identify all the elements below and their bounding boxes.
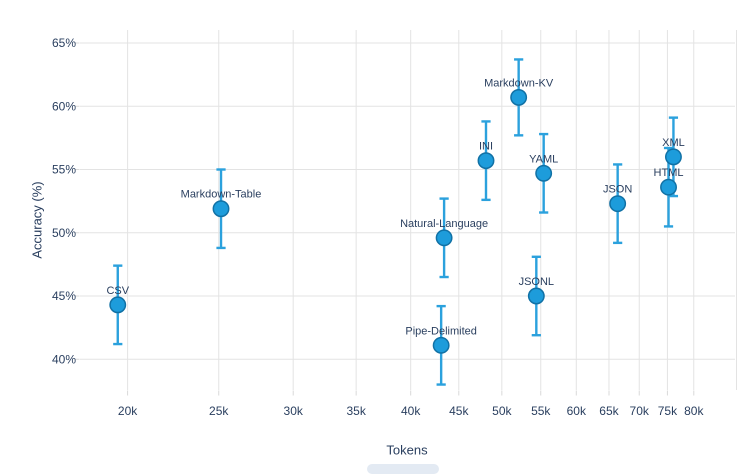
y-tick-label: 55% <box>52 163 76 177</box>
point-label-pipe-delimited: Pipe-Delimited <box>405 325 477 337</box>
point-label-html: HTML <box>654 167 684 179</box>
x-tick-label: 35k <box>346 404 366 418</box>
point-label-markdown-kv: Markdown-KV <box>484 77 554 89</box>
data-point-xml[interactable] <box>664 148 682 166</box>
data-point-json[interactable] <box>609 195 627 213</box>
x-tick-label: 45k <box>449 404 469 418</box>
tick-marks <box>74 42 695 396</box>
point-label-markdown-table: Markdown-Table <box>181 189 262 201</box>
x-tick-label: 80k <box>684 404 704 418</box>
error-bars <box>113 58 679 386</box>
y-tick-label: 40% <box>52 352 76 366</box>
x-gridlines <box>127 30 737 390</box>
data-point-markdown-kv[interactable] <box>510 88 528 106</box>
x-tick-label: 75k <box>658 404 678 418</box>
data-point-html[interactable] <box>660 178 677 196</box>
y-tick-label: 60% <box>52 99 76 113</box>
x-tick-label: 60k <box>567 404 587 418</box>
y-axis-title: Accuracy (%) <box>29 181 45 259</box>
point-label-ini: INI <box>479 141 493 153</box>
y-tick-label: 65% <box>52 36 76 50</box>
y-tick-label: 45% <box>52 289 76 303</box>
y-tick-label: 50% <box>52 226 76 240</box>
x-tick-label: 55k <box>531 404 551 418</box>
y-gridlines <box>80 42 735 360</box>
data-point-jsonl[interactable] <box>527 287 545 305</box>
x-tick-label: 50k <box>492 404 512 418</box>
x-tick-label: 25k <box>209 404 229 418</box>
data-points <box>109 88 682 354</box>
x-tick-label: 30k <box>284 404 304 418</box>
x-tick-label: 20k <box>118 404 138 418</box>
point-labels: CSV Markdown-Table Pipe-Delimited Natural-L… <box>106 77 684 337</box>
scrollbar-thumb[interactable] <box>367 464 439 474</box>
data-point-natural-language[interactable] <box>435 229 453 247</box>
data-point-markdown-table[interactable] <box>212 200 230 218</box>
x-axis-title: Tokens <box>386 442 428 458</box>
point-label-csv: CSV <box>106 285 129 297</box>
data-point-yaml[interactable] <box>535 164 553 182</box>
x-tick-labels: 20k 25k 30k 35k 40k 45k 50k 55k 60k 65k 70k 75k 80k <box>118 404 705 418</box>
x-tick-label: 40k <box>401 404 421 418</box>
point-label-natural-language: Natural-Language <box>400 218 488 230</box>
x-tick-label: 65k <box>599 404 619 418</box>
point-label-json: JSON <box>603 184 632 196</box>
point-label-yaml: YAML <box>529 153 558 165</box>
point-label-xml: XML <box>662 137 685 149</box>
x-tick-label: 70k <box>630 404 650 418</box>
point-label-jsonl: JSONL <box>519 276 554 288</box>
y-tick-labels: 40% 45% 50% 55% 60% 65% <box>52 36 76 366</box>
data-point-csv[interactable] <box>109 296 127 314</box>
data-point-ini[interactable] <box>477 152 495 170</box>
data-point-pipe-delimited[interactable] <box>432 336 450 354</box>
